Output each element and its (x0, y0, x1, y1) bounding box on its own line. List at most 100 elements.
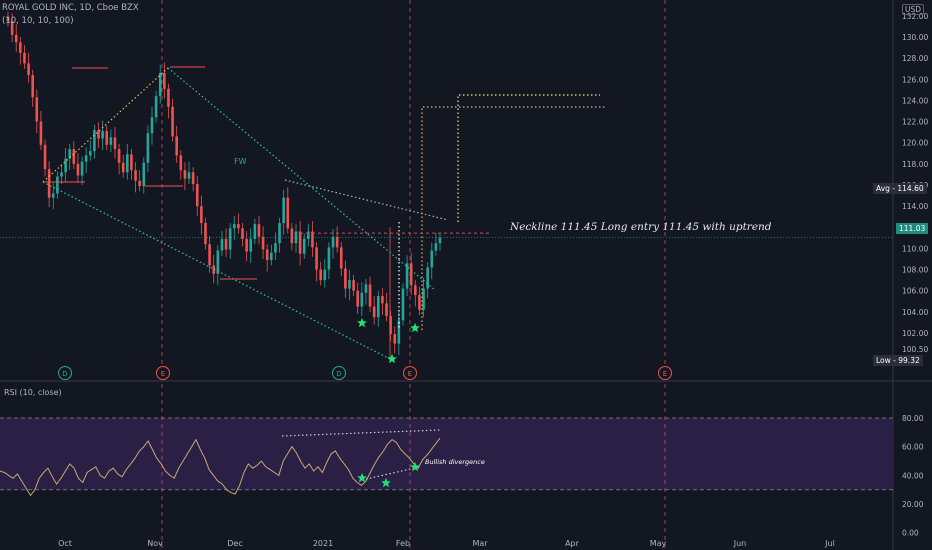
candle-body (76, 163, 80, 176)
avg-price-tag: Avg - 114.60 (873, 183, 927, 194)
candle-body (294, 231, 298, 244)
x-tick-label: Feb (396, 539, 410, 548)
candle-body (286, 197, 290, 229)
fw-label: FW (234, 157, 247, 166)
candle-body (339, 247, 343, 269)
candle-body (372, 306, 376, 318)
candle-body (430, 250, 434, 268)
candle-body (56, 176, 59, 194)
price-tick-label: 122.00 (902, 118, 928, 127)
candle-body (401, 288, 405, 321)
x-tick-label: Jun (733, 539, 747, 548)
candle-body (191, 172, 195, 184)
low-price-tag: Low - 99.32 (873, 355, 923, 366)
price-tick-label: 130.00 (902, 33, 928, 42)
candle-body (68, 149, 72, 159)
candle-body (302, 238, 306, 254)
event-marker (332, 366, 346, 380)
event-marker-label: E (663, 370, 667, 378)
candle-body (434, 243, 438, 251)
event-marker-label: D (336, 370, 341, 378)
candle-body (418, 294, 421, 310)
star-marker (357, 317, 367, 328)
event-marker (156, 366, 170, 380)
candle-body (158, 72, 162, 97)
candle-body (31, 75, 34, 98)
candle-body (97, 130, 100, 139)
candle-body (319, 269, 322, 281)
candle-body (360, 292, 364, 307)
candle-body (352, 280, 355, 291)
candle-body (195, 183, 199, 207)
candle-body (426, 267, 429, 289)
candle-body (220, 238, 224, 251)
candle-body (134, 170, 137, 181)
rsi-tick-label: 0.00 (902, 529, 919, 538)
candle-body (348, 280, 351, 289)
candle-body (27, 63, 30, 76)
candle-body (150, 117, 154, 134)
candle-body (274, 243, 277, 253)
candle-body (142, 162, 146, 187)
candle-body (323, 269, 327, 281)
bullish-divergence-label: Bullish divergence (425, 458, 485, 466)
candle-body (93, 130, 96, 152)
rsi-tick-label: 80.00 (902, 414, 924, 423)
x-tick-label: Oct (58, 539, 72, 548)
candle-body (405, 263, 409, 289)
price-tick-label: 110.00 (902, 244, 928, 253)
candle-body (327, 247, 331, 270)
price-tick-label: 106.00 (902, 287, 928, 296)
candle-body (208, 244, 211, 266)
candle-body (356, 290, 360, 307)
candle-body (385, 303, 388, 317)
candle-body (6, 16, 10, 22)
candle-body (179, 155, 183, 171)
candle-body (282, 197, 285, 224)
candle-body (253, 224, 257, 239)
rsi-title: RSI (10, close) (4, 388, 62, 397)
currency-badge[interactable]: USD (902, 4, 925, 15)
x-tick-label: May (650, 539, 667, 548)
rsi-tick-label: 20.00 (902, 500, 924, 509)
candle-body (80, 161, 84, 176)
x-tick-label: Nov (147, 539, 163, 548)
current-price-tag: 111.03 (896, 223, 929, 234)
target-two-line (457, 94, 600, 222)
event-marker-label: D (62, 370, 67, 378)
candle-body (88, 151, 92, 156)
target-one-line (421, 106, 605, 330)
neckline-annotation: Neckline 111.45 Long entry 111.45 with u… (510, 221, 772, 233)
event-marker (658, 366, 672, 380)
candle-body (422, 288, 425, 310)
resistance-line (284, 179, 449, 221)
candle-body (109, 137, 113, 145)
chart-title: ROYAL GOLD INC, 1D, Cboe BZX (2, 3, 139, 13)
candle-body (344, 268, 347, 289)
x-tick-label: Mar (472, 539, 488, 548)
price-tick-label: 114.00 (902, 202, 928, 211)
candle-body (249, 238, 253, 252)
price-tick-label: 120.00 (902, 139, 928, 148)
lower-channel-line (42, 181, 393, 361)
candle-body (298, 231, 302, 254)
candle-body (175, 136, 178, 156)
candle-body (364, 284, 368, 293)
candle-body (409, 263, 413, 286)
price-tick-label: 104.00 (902, 308, 928, 317)
price-tick-label: 132.00 (902, 12, 928, 21)
candle-body (397, 320, 401, 344)
ma-params: (10, 10, 10, 100) (2, 16, 74, 26)
rsi-star (381, 477, 391, 488)
candle-body (126, 154, 129, 173)
candle-body (187, 172, 191, 179)
candle-body (72, 149, 76, 164)
candle-body (261, 236, 265, 250)
star-marker (410, 322, 420, 333)
x-tick-label: Jul (824, 539, 835, 548)
candle-body (265, 249, 269, 261)
x-tick-label: 2021 (313, 539, 333, 548)
candle-body (47, 169, 51, 198)
star-marker (387, 353, 397, 364)
